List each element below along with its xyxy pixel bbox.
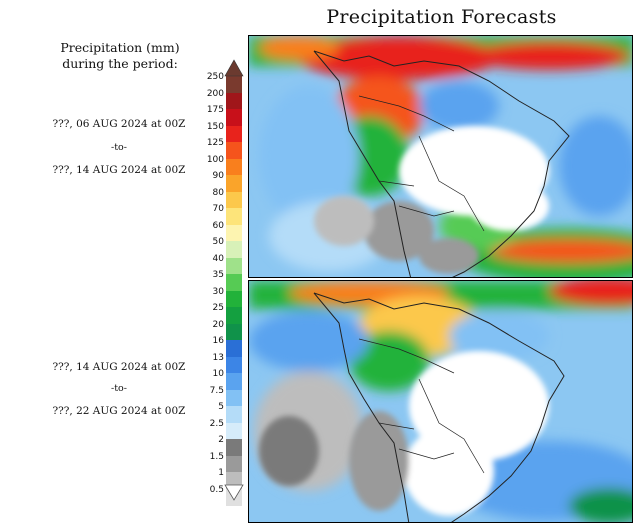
scale-tick-label: 5 bbox=[218, 402, 224, 412]
scale-tick-label: 100 bbox=[206, 154, 224, 165]
scale-swatch bbox=[226, 158, 242, 176]
scale-swatch bbox=[226, 142, 242, 159]
scale-tick-label: 7.5 bbox=[209, 385, 224, 396]
scale-tick-label: 200 bbox=[206, 88, 224, 99]
scale-swatch bbox=[226, 109, 242, 126]
legend-heading-line1: Precipitation (mm) bbox=[60, 40, 180, 55]
scale-tick-label: 10 bbox=[212, 369, 224, 379]
scale-tick-label: 13 bbox=[212, 352, 224, 363]
scale-tick-label: 1.5 bbox=[209, 451, 224, 462]
scale-tick-label: 60 bbox=[212, 220, 224, 231]
scale-tick-label: 40 bbox=[212, 253, 224, 264]
scale-swatch bbox=[226, 257, 242, 275]
scale-tick-label: 2 bbox=[218, 435, 224, 445]
period-1-end: ???, 14 AUG 2024 at 00Z bbox=[52, 164, 186, 176]
period-2-start: ???, 14 AUG 2024 at 00Z bbox=[52, 361, 186, 373]
scale-tick-label: 1 bbox=[218, 468, 224, 478]
legend-heading-line2: during the period: bbox=[62, 56, 178, 71]
scale-swatch bbox=[226, 175, 242, 192]
scale-top-arrow bbox=[224, 59, 244, 77]
scale-swatch bbox=[226, 373, 242, 390]
scale-swatch bbox=[226, 439, 242, 456]
scale-swatch bbox=[226, 224, 242, 242]
scale-tick-label: 125 bbox=[206, 138, 224, 148]
scale-swatch bbox=[226, 208, 242, 225]
scale-tick-label: 50 bbox=[212, 237, 224, 247]
scale-swatch bbox=[226, 389, 242, 407]
scale-tick-label: 2.5 bbox=[209, 418, 224, 429]
forecast-map-week-1 bbox=[248, 35, 633, 278]
scale-tick-label: 0.5 bbox=[209, 484, 224, 495]
scale-tick-label: 175 bbox=[206, 105, 224, 115]
period-2-label: ???, 14 AUG 2024 at 00Z -to- ???, 22 AUG… bbox=[30, 361, 208, 421]
period-1-label: ???, 06 AUG 2024 at 00Z -to- ???, 14 AUG… bbox=[30, 118, 208, 178]
scale-swatch bbox=[226, 290, 242, 308]
scale-swatch bbox=[226, 422, 242, 440]
scale-tick-label: 25 bbox=[212, 303, 224, 313]
scale-swatch bbox=[226, 125, 242, 143]
scale-swatch bbox=[226, 241, 242, 258]
period-2-end: ???, 22 AUG 2024 at 00Z bbox=[52, 405, 186, 417]
scale-tick-label: 20 bbox=[212, 319, 224, 330]
scale-swatch bbox=[226, 356, 242, 374]
scale-tick-label: 35 bbox=[212, 270, 224, 280]
scale-swatch bbox=[226, 455, 242, 473]
color-scale-bar bbox=[226, 76, 242, 506]
scale-tick-label: 250 bbox=[206, 72, 224, 82]
scale-swatch bbox=[226, 406, 242, 423]
scale-tick-label: 30 bbox=[212, 286, 224, 297]
scale-tick-label: 80 bbox=[212, 187, 224, 198]
scale-swatch bbox=[226, 274, 242, 291]
page-title: Precipitation Forecasts bbox=[326, 6, 557, 28]
scale-tick-label: 90 bbox=[212, 171, 224, 181]
legend-heading: Precipitation (mm) during the period: bbox=[40, 40, 200, 72]
scale-bottom-arrow bbox=[224, 484, 244, 501]
forecast-map-week-2 bbox=[248, 280, 633, 523]
scale-swatch bbox=[226, 191, 242, 209]
scale-swatch bbox=[226, 340, 242, 357]
scale-tick-label: 70 bbox=[212, 204, 224, 214]
scale-tick-label: 16 bbox=[212, 336, 224, 346]
scale-swatch bbox=[226, 76, 242, 93]
scale-tick-label: 150 bbox=[206, 121, 224, 132]
scale-swatch bbox=[226, 323, 242, 341]
scale-swatch bbox=[226, 92, 242, 110]
scale-swatch bbox=[226, 307, 242, 324]
period-1-start: ???, 06 AUG 2024 at 00Z bbox=[52, 118, 186, 130]
period-1-separator: -to- bbox=[111, 142, 127, 153]
period-2-separator: -to- bbox=[111, 383, 127, 394]
